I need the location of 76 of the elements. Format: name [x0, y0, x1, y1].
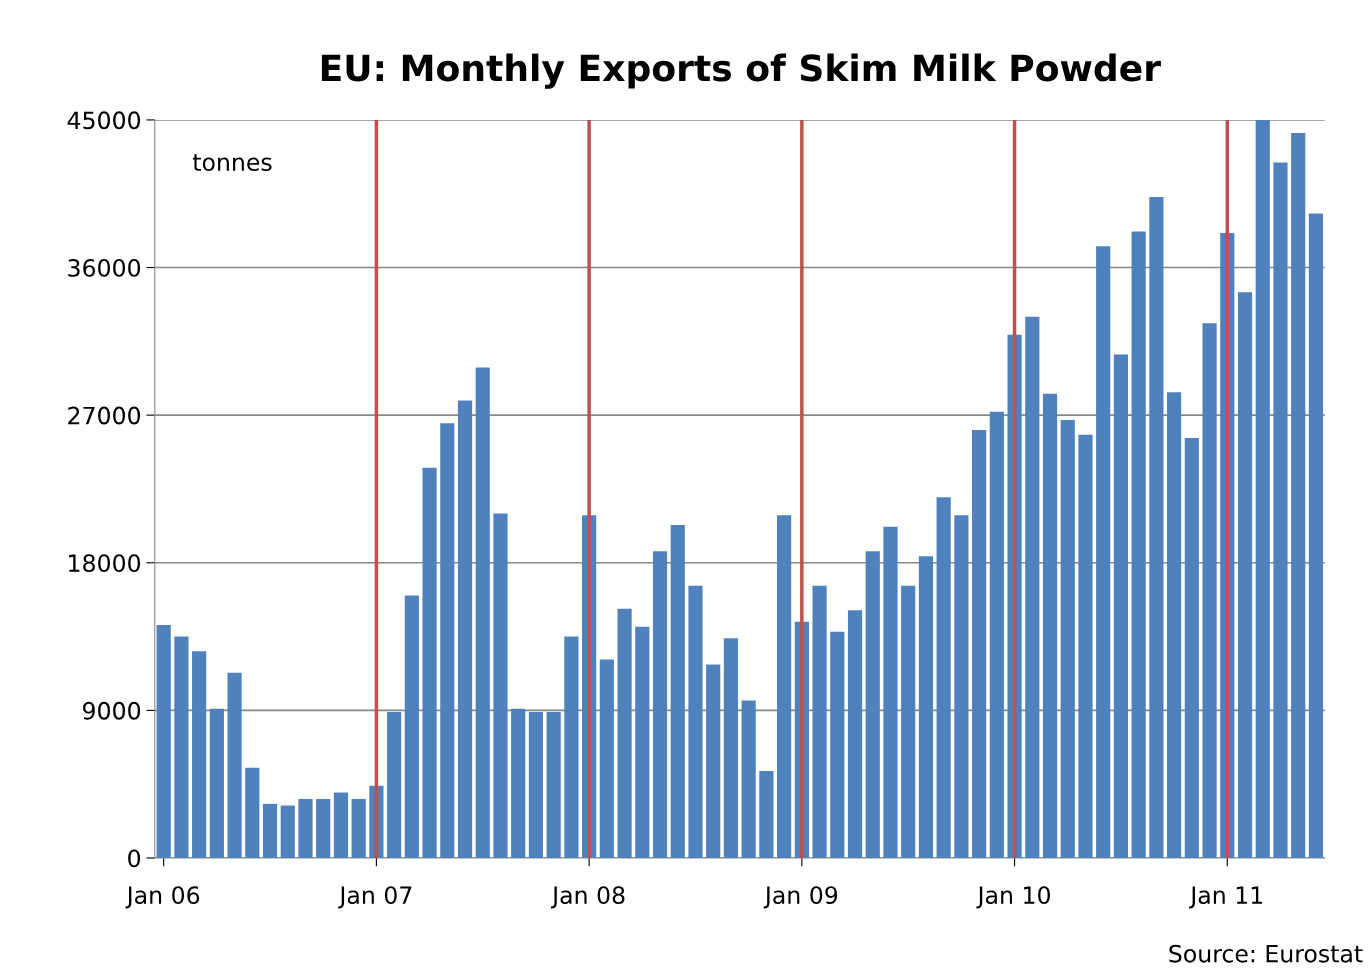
bar — [936, 497, 951, 858]
bar — [1237, 292, 1253, 858]
x-tick-label: Jan 08 — [550, 886, 625, 909]
bar — [1184, 438, 1199, 858]
bar — [599, 659, 614, 858]
chart-title: EU: Monthly Exports of Skim Milk Powder — [321, 53, 1161, 89]
y-tick-label: 27000 — [68, 406, 141, 425]
bar — [1042, 393, 1058, 858]
bar — [652, 551, 668, 858]
bar — [192, 651, 207, 858]
x-tick-label: Jan 10 — [976, 886, 1050, 909]
bar — [918, 556, 934, 858]
x-tick-label: Jan 06 — [125, 886, 200, 909]
bar — [564, 636, 579, 858]
annotation: tonnes — [192, 154, 272, 172]
bar — [1291, 133, 1306, 858]
bar — [422, 467, 437, 858]
x-tick-label: Jan 11 — [1189, 886, 1263, 909]
bar — [954, 515, 969, 858]
bar — [1113, 354, 1129, 858]
bar — [1060, 420, 1075, 858]
x-tick-label: Jan 09 — [763, 886, 838, 909]
bar — [262, 803, 278, 858]
bar — [706, 664, 721, 858]
bar — [528, 712, 544, 858]
bar — [617, 608, 632, 858]
bar — [493, 513, 508, 858]
y-tick-label: 45000 — [67, 111, 141, 130]
bar — [972, 429, 987, 858]
bar — [830, 631, 845, 858]
bar — [387, 712, 402, 858]
y-tick-label: 18000 — [69, 554, 141, 573]
bar — [546, 712, 561, 858]
bar — [316, 798, 331, 858]
bar — [245, 767, 260, 858]
bar — [280, 805, 295, 858]
bar — [475, 367, 490, 858]
bar — [351, 798, 366, 858]
bar — [847, 610, 863, 858]
bar — [156, 625, 171, 858]
bar — [1167, 392, 1182, 858]
bar — [511, 708, 526, 858]
bar — [333, 792, 349, 858]
bar — [1308, 213, 1324, 858]
x-tick-label: Jan 07 — [338, 886, 412, 909]
bar — [1131, 231, 1146, 858]
bar — [1149, 197, 1164, 858]
y-tick-label: 0 — [128, 849, 141, 868]
bar — [1025, 316, 1040, 858]
bar — [670, 525, 685, 858]
bar — [883, 526, 898, 858]
bar — [989, 411, 1004, 858]
bar — [759, 771, 774, 858]
y-tick-label: 36000 — [68, 258, 141, 277]
bar — [298, 798, 313, 858]
bar — [901, 585, 916, 858]
bar — [723, 638, 739, 858]
y-tick-label: 9000 — [83, 701, 141, 720]
source-note: Source: Eurostat — [1169, 944, 1363, 963]
bar — [404, 595, 419, 858]
bar — [777, 515, 792, 858]
bar — [1096, 246, 1111, 858]
bar — [1202, 323, 1217, 858]
bar — [1273, 162, 1288, 858]
bar — [209, 708, 224, 858]
bar — [440, 423, 455, 858]
bar — [688, 585, 703, 858]
bar — [865, 551, 880, 858]
bar — [741, 700, 756, 858]
bar — [457, 400, 473, 858]
bar — [812, 585, 827, 858]
bar — [635, 626, 650, 858]
bar — [227, 672, 242, 858]
bar — [174, 636, 189, 858]
bar — [1078, 434, 1093, 858]
bar — [1255, 119, 1270, 858]
